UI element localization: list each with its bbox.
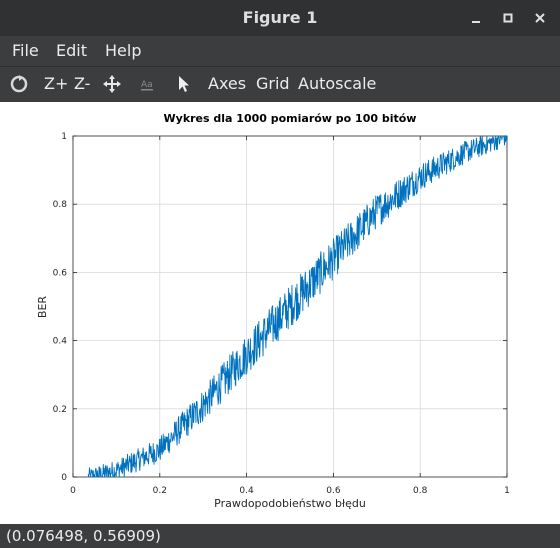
svg-text:Aa: Aa	[141, 80, 153, 90]
axes-box	[72, 135, 508, 478]
y-axis-label: BER	[36, 296, 49, 318]
close-button[interactable]	[530, 8, 550, 28]
menu-file[interactable]: File	[12, 41, 39, 60]
axis-ticks: 0 0.2 0.4 0.6 0.8 1 0 0.2 0.4 0.6 0.8 1	[53, 132, 510, 496]
x-tick-label: 1	[504, 486, 510, 496]
y-tick-label: 0.8	[53, 200, 68, 210]
window-title: Figure 1	[242, 8, 318, 27]
zoom-in-button[interactable]: Z+	[44, 74, 69, 93]
status-bar: (0.076498, 0.56909)	[0, 524, 560, 548]
x-axis-label: Prawdopodobieństwo błędu	[214, 497, 366, 510]
reset-view-icon[interactable]	[9, 74, 29, 94]
x-tick-label: 0.8	[413, 486, 428, 496]
pointer-icon[interactable]	[174, 74, 194, 94]
menu-bar: File Edit Help	[0, 36, 560, 66]
x-tick-label: 0	[70, 486, 76, 496]
minimize-icon	[472, 21, 480, 23]
y-tick-label: 0.6	[53, 268, 68, 278]
toolbar: Z+ Z- Aa Axes Grid Autoscale	[0, 66, 560, 102]
chart-title: Wykres dla 1000 pomiarów po 100 bitów	[164, 112, 417, 125]
y-tick-label: 1	[61, 132, 67, 142]
cursor-coordinates: (0.076498, 0.56909)	[6, 527, 161, 545]
maximize-icon	[503, 13, 513, 23]
menu-edit[interactable]: Edit	[56, 41, 87, 60]
grid-lines	[73, 136, 507, 477]
autoscale-button[interactable]: Autoscale	[298, 74, 377, 93]
axes-button[interactable]: Axes	[208, 74, 247, 93]
y-tick-label: 0.2	[53, 405, 67, 415]
x-tick-label: 0.6	[326, 486, 341, 496]
maximize-button[interactable]	[498, 8, 518, 28]
zoom-out-button[interactable]: Z-	[74, 74, 91, 93]
pan-icon[interactable]	[102, 74, 122, 94]
close-icon	[535, 13, 545, 23]
y-tick-label: 0.4	[53, 337, 68, 347]
grid-button[interactable]: Grid	[256, 74, 290, 93]
y-tick-label: 0	[61, 473, 67, 483]
ber-series-line	[87, 135, 508, 478]
minimize-button[interactable]	[466, 8, 486, 28]
menu-help[interactable]: Help	[105, 41, 142, 60]
text-tool-icon[interactable]: Aa	[138, 74, 158, 94]
x-tick-label: 0.2	[153, 486, 167, 496]
x-tick-label: 0.4	[239, 486, 254, 496]
title-bar: Figure 1	[0, 0, 560, 36]
